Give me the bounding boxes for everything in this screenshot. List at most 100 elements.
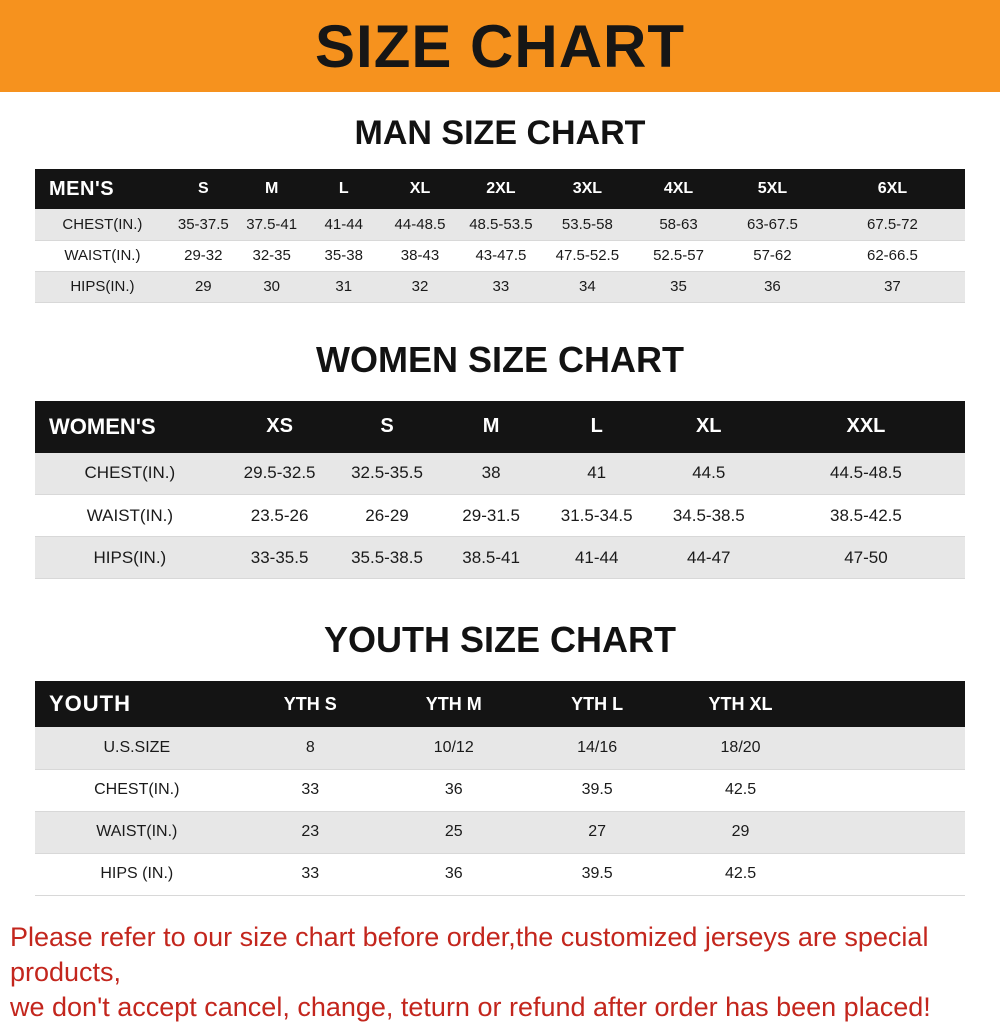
column-header: XL (380, 169, 460, 209)
column-header (812, 681, 965, 727)
value-cell: 10/12 (382, 727, 526, 770)
header-row: YOUTH YTH S YTH M YTH L YTH XL (35, 681, 965, 727)
value-cell (812, 769, 965, 812)
notice-line-2: we don't accept cancel, change, teturn o… (10, 991, 931, 1022)
value-cell (812, 727, 965, 770)
table-row: HIPS (IN.) 33 36 39.5 42.5 (35, 853, 965, 896)
table-row: WAIST(IN.) 23.5-26 26-29 29-31.5 31.5-34.5 34… (35, 494, 965, 537)
size-chart-section: MAN SIZE CHART MEN'S S M L XL 2XL 3XL 4XL 5XL 6XL C… (0, 114, 1000, 303)
size-chart-section: WOMEN SIZE CHART WOMEN'S XS S M L XL XXL CHEST(I… (0, 338, 1000, 579)
value-cell: 29.5-32.5 (224, 452, 335, 495)
value-cell: 35-37.5 (169, 209, 237, 241)
table-header: YOUTH YTH S YTH M YTH L YTH XL (35, 681, 965, 727)
value-cell: 30 (236, 271, 307, 303)
value-cell: 39.5 (525, 853, 669, 896)
column-header: S (334, 400, 440, 453)
column-header: XS (224, 400, 335, 453)
value-cell: 48.5-53.5 (459, 209, 543, 241)
value-cell: 29 (668, 811, 813, 854)
value-cell: 35 (632, 271, 725, 303)
value-cell: 27 (525, 811, 669, 854)
table-header: MEN'S S M L XL 2XL 3XL 4XL 5XL 6XL (35, 169, 965, 209)
value-cell: 31 (306, 271, 381, 303)
row-label: HIPS(IN.) (35, 536, 225, 579)
row-label: CHEST(IN.) (35, 452, 225, 495)
value-cell: 52.5-57 (632, 240, 725, 272)
value-cell: 41 (542, 452, 651, 495)
value-cell: 47.5-52.5 (542, 240, 632, 272)
column-header: L (306, 169, 381, 209)
section-heading: YOUTH SIZE CHART (323, 619, 676, 660)
value-cell: 36 (382, 853, 526, 896)
table-corner-label: YOUTH (35, 681, 239, 727)
table-body: CHEST(IN.) 29.5-32.5 32.5-35.5 38 41 44.5 44.5… (35, 452, 965, 579)
table-row: WAIST(IN.) 29-32 32-35 35-38 38-43 43-47.5 47.… (35, 240, 965, 272)
value-cell: 34.5-38.5 (650, 494, 767, 537)
column-header: YTH XL (668, 681, 813, 727)
value-cell: 25 (382, 811, 526, 854)
section-heading: MAN SIZE CHART (354, 114, 646, 152)
table-row: CHEST(IN.) 33 36 39.5 42.5 (35, 769, 965, 812)
value-cell: 63-67.5 (725, 209, 820, 241)
row-label: CHEST(IN.) (35, 769, 239, 812)
table-corner-label: MEN'S (35, 169, 170, 209)
value-cell: 18/20 (668, 727, 813, 770)
value-cell: 29 (169, 271, 237, 303)
table-corner-label: WOMEN'S (35, 400, 225, 453)
value-cell: 8 (238, 727, 382, 770)
column-header: 5XL (725, 169, 820, 209)
value-cell: 42.5 (668, 853, 813, 896)
row-label: WAIST(IN.) (35, 811, 239, 854)
column-header: YTH M (382, 681, 526, 727)
column-header: L (542, 400, 651, 453)
value-cell: 36 (725, 271, 820, 303)
value-cell: 31.5-34.5 (542, 494, 651, 537)
notice-line-1: Please refer to our size chart before or… (10, 921, 929, 987)
row-label: WAIST(IN.) (35, 240, 170, 272)
value-cell: 43-47.5 (459, 240, 543, 272)
value-cell: 36 (382, 769, 526, 812)
size-chart-section: YOUTH SIZE CHART YOUTH YTH S YTH M YTH L YTH … (0, 619, 1000, 896)
section-heading: WOMEN SIZE CHART (316, 338, 684, 380)
column-header: YTH S (238, 681, 382, 727)
table-row: CHEST(IN.) 35-37.5 37.5-41 41-44 44-48.5 48.5… (35, 209, 965, 241)
value-cell: 67.5-72 (819, 209, 965, 241)
row-label: HIPS (IN.) (35, 853, 239, 896)
table-body: CHEST(IN.) 35-37.5 37.5-41 41-44 44-48.5 48.5… (35, 209, 965, 303)
column-header: 4XL (632, 169, 725, 209)
value-cell: 34 (542, 271, 632, 303)
value-cell: 41-44 (542, 536, 651, 579)
table-row: CHEST(IN.) 29.5-32.5 32.5-35.5 38 41 44.5 44.5… (35, 452, 965, 495)
value-cell: 32.5-35.5 (334, 452, 440, 495)
value-cell: 44-48.5 (380, 209, 460, 241)
row-label: U.S.SIZE (35, 727, 239, 770)
value-cell: 33 (238, 853, 382, 896)
table-row: U.S.SIZE 8 10/12 14/16 18/20 (35, 727, 965, 770)
value-cell: 26-29 (334, 494, 440, 537)
value-cell: 38-43 (380, 240, 460, 272)
value-cell: 14/16 (525, 727, 669, 770)
value-cell: 23.5-26 (224, 494, 335, 537)
value-cell: 23 (238, 811, 382, 854)
value-cell (812, 811, 965, 854)
value-cell: 39.5 (525, 769, 669, 812)
column-header: S (169, 169, 237, 209)
table-body: U.S.SIZE 8 10/12 14/16 18/20 CHEST(IN.) 33 36 39… (35, 727, 965, 896)
header-row: MEN'S S M L XL 2XL 3XL 4XL 5XL 6XL (35, 169, 965, 209)
banner-title: SIZE CHART (315, 12, 685, 80)
mens-size-table: MEN'S S M L XL 2XL 3XL 4XL 5XL 6XL CHEST(IN.) 35-37… (35, 169, 965, 303)
table-row: HIPS(IN.) 29 30 31 32 33 34 35 36 37 (35, 271, 965, 303)
header-row: WOMEN'S XS S M L XL XXL (35, 400, 965, 453)
row-label: WAIST(IN.) (35, 494, 225, 537)
value-cell: 44.5-48.5 (766, 452, 965, 495)
column-header: M (439, 400, 543, 453)
column-header: 2XL (459, 169, 543, 209)
value-cell: 38.5-42.5 (766, 494, 965, 537)
column-header: 6XL (819, 169, 965, 209)
value-cell: 35-38 (306, 240, 381, 272)
value-cell: 57-62 (725, 240, 820, 272)
column-header: 3XL (542, 169, 632, 209)
value-cell: 44.5 (650, 452, 767, 495)
value-cell: 35.5-38.5 (334, 536, 440, 579)
value-cell: 29-31.5 (439, 494, 543, 537)
